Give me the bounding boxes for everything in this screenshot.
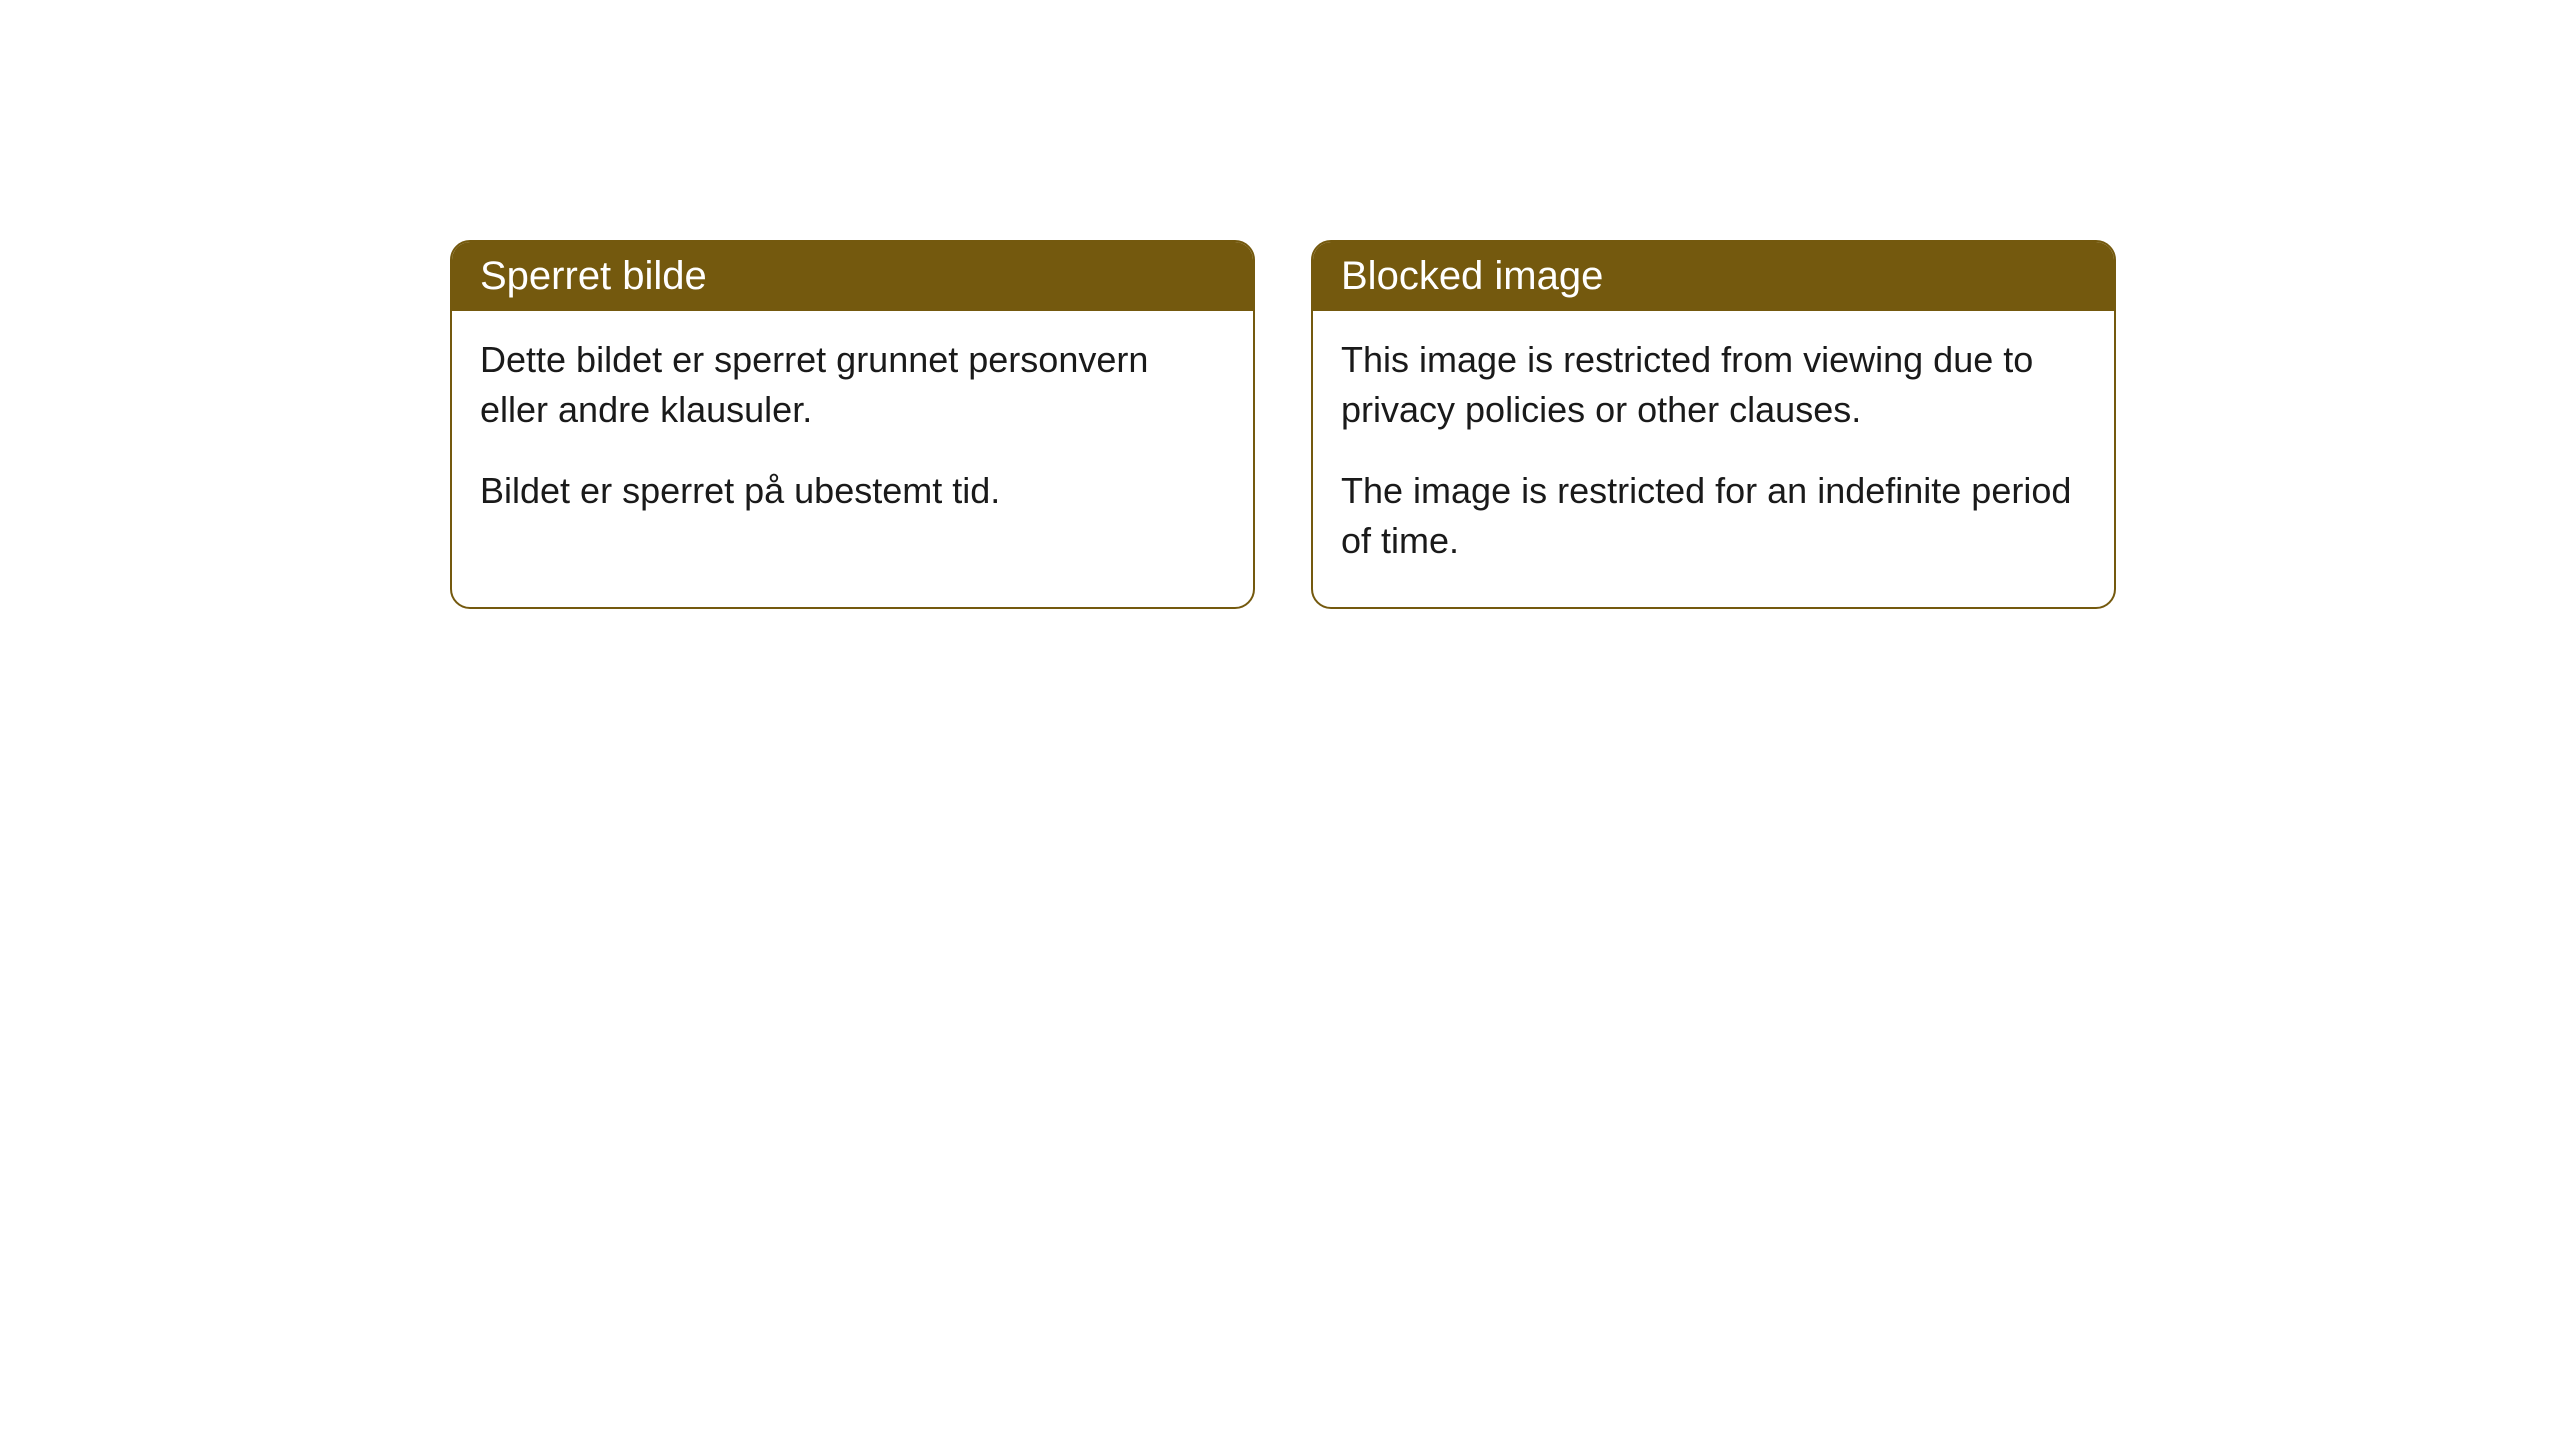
- card-paragraph: This image is restricted from viewing du…: [1341, 335, 2086, 436]
- card-title: Sperret bilde: [480, 254, 707, 298]
- card-title: Blocked image: [1341, 254, 1603, 298]
- card-header-english: Blocked image: [1313, 242, 2114, 311]
- card-paragraph: Dette bildet er sperret grunnet personve…: [480, 335, 1225, 436]
- blocked-image-card-norwegian: Sperret bilde Dette bildet er sperret gr…: [450, 240, 1255, 609]
- card-body-english: This image is restricted from viewing du…: [1313, 311, 2114, 607]
- card-paragraph: The image is restricted for an indefinit…: [1341, 466, 2086, 567]
- notice-cards-container: Sperret bilde Dette bildet er sperret gr…: [450, 240, 2116, 609]
- card-header-norwegian: Sperret bilde: [452, 242, 1253, 311]
- card-paragraph: Bildet er sperret på ubestemt tid.: [480, 466, 1225, 516]
- card-body-norwegian: Dette bildet er sperret grunnet personve…: [452, 311, 1253, 556]
- blocked-image-card-english: Blocked image This image is restricted f…: [1311, 240, 2116, 609]
